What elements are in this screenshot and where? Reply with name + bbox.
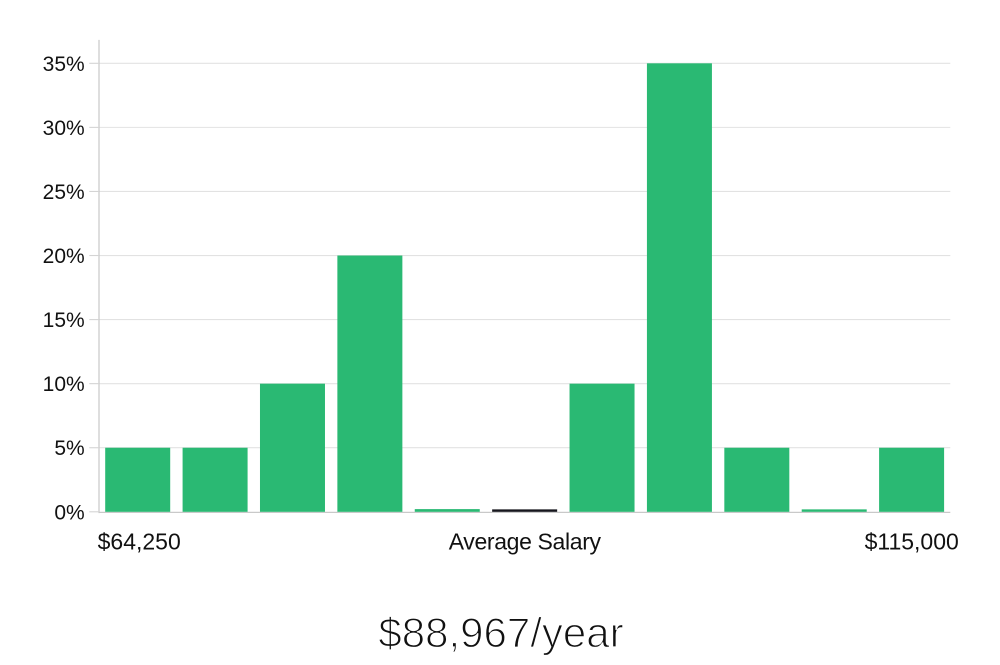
svg-text:0%: 0% [54, 501, 84, 524]
svg-text:30%: 30% [43, 117, 85, 140]
svg-text:15%: 15% [43, 309, 85, 332]
svg-text:20%: 20% [43, 245, 85, 268]
svg-text:$64,250: $64,250 [98, 529, 181, 555]
svg-text:$115,000: $115,000 [865, 529, 959, 555]
svg-text:25%: 25% [43, 181, 85, 204]
svg-text:35%: 35% [43, 53, 85, 76]
svg-text:$88,967/year: $88,967/year [378, 609, 623, 656]
svg-text:Average Salary: Average Salary [449, 529, 602, 555]
svg-text:10%: 10% [43, 373, 85, 396]
svg-text:5%: 5% [54, 437, 84, 460]
